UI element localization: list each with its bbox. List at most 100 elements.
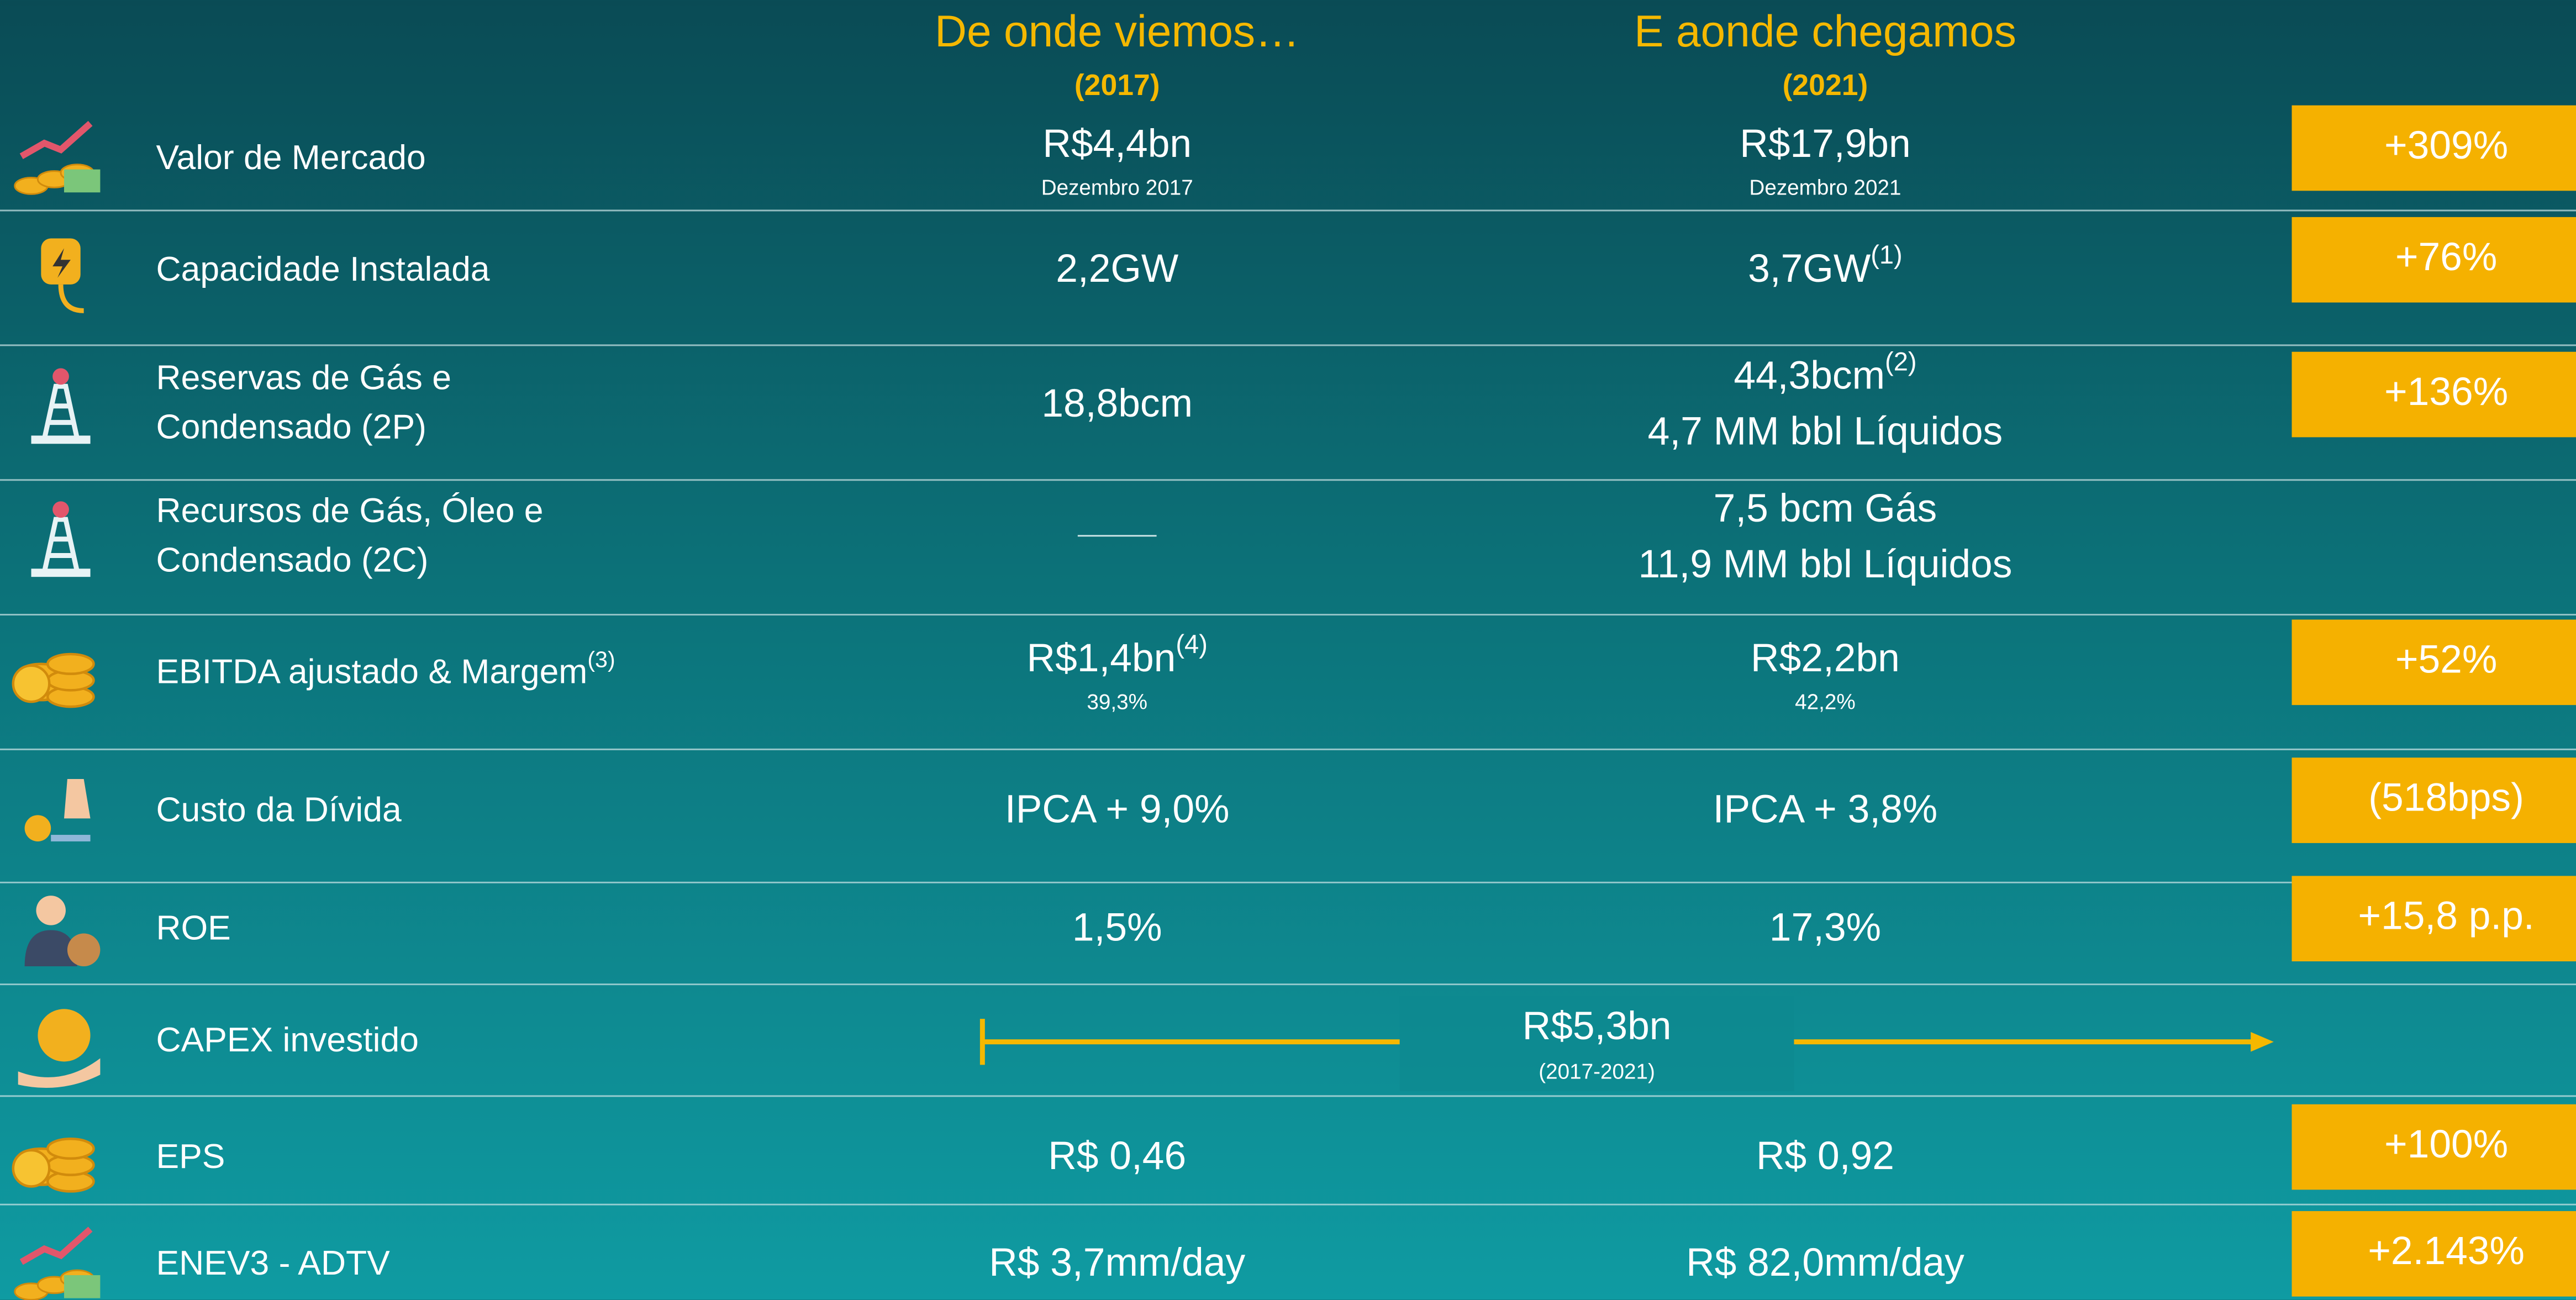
text-part: Reservas de Gás e (156, 358, 451, 397)
text-part: IPCA + 9,0% (1005, 787, 1230, 831)
value-to: 17,3% (1769, 905, 1881, 949)
value-to: R$ 82,0mm/day (1686, 1240, 1964, 1285)
row-label: Custo da Dívida (156, 790, 402, 829)
value-from: R$ 3,7mm/day (989, 1240, 1245, 1285)
body (24, 930, 77, 966)
rig (41, 517, 80, 573)
text-part: Valor de Mercado (156, 138, 426, 176)
from-title: De onde viemos… (935, 7, 1299, 56)
value-sub: Dezembro 2017 (1041, 176, 1193, 200)
rig (41, 383, 80, 440)
text-part: EPS (156, 1136, 225, 1175)
row-label: EBITDA ajustado & Margem(3) (156, 647, 615, 691)
text-part: R$ 0,92 (1756, 1134, 1894, 1178)
text-part: EBITDA ajustado & Margem (156, 652, 588, 691)
text-part: ENEV3 - ADTV (156, 1244, 391, 1282)
text-part: Capacidade Instalada (156, 250, 490, 288)
text-part: Custo da Dívida (156, 790, 402, 829)
change-value: +76% (2395, 235, 2498, 279)
change-box (2291, 351, 2576, 438)
coin (46, 652, 95, 675)
text-part: IPCA + 3,8% (1713, 787, 1938, 831)
trend (19, 120, 93, 160)
value-from: 18,8bcm (1041, 381, 1193, 425)
change-value: +52% (2395, 638, 2498, 682)
span-sub: (2017-2021) (1539, 1060, 1655, 1083)
coin (24, 815, 51, 841)
from-year: (2017) (1074, 69, 1160, 102)
money-bag (38, 1009, 91, 1062)
row-label: CAPEX investido (156, 1020, 419, 1059)
value-line2: 11,9 MM bbl Líquidos (1638, 542, 2012, 586)
trend (19, 1227, 93, 1265)
row-icon (12, 652, 95, 708)
value-to: 7,5 bcm Gás (1714, 486, 1937, 530)
change-box (2291, 105, 2576, 191)
row-icon (41, 238, 84, 313)
value-to: IPCA + 3,8% (1713, 787, 1938, 831)
to-year: (2021) (1783, 69, 1868, 102)
superscript: (2) (1885, 346, 1917, 376)
text-part: 2,2GW (1056, 246, 1179, 291)
change-value: (518bps) (2368, 775, 2524, 819)
change-value: +136% (2384, 370, 2508, 414)
value-from: IPCA + 9,0% (1005, 787, 1230, 831)
flame (52, 368, 69, 385)
coin (46, 1137, 95, 1160)
row-icon (24, 778, 91, 841)
change-value: +15,8 p.p. (2358, 894, 2534, 938)
note (64, 169, 101, 193)
text-part: R$17,9bn (1740, 122, 1910, 166)
head (36, 896, 66, 925)
text-part: R$ 0,46 (1048, 1134, 1186, 1178)
scale (51, 835, 91, 841)
row-label: EPS (156, 1136, 225, 1175)
value-to: R$ 0,92 (1756, 1134, 1894, 1178)
row-icon (31, 501, 91, 577)
text-part: R$ 82,0mm/day (1686, 1240, 1964, 1285)
text-part: Recursos de Gás, Óleo e (156, 491, 544, 530)
text-part: R$1,4bn (1027, 636, 1176, 680)
text-part: 44,3bcm (1734, 353, 1885, 397)
text-part: 1,5% (1072, 905, 1162, 949)
row-icon (14, 1227, 101, 1300)
value-sub: 42,2% (1795, 690, 1856, 714)
change-box (2291, 1211, 2576, 1297)
value-sub: Dezembro 2021 (1749, 176, 1901, 200)
value-to: R$17,9bn (1740, 122, 1910, 166)
superscript: (1) (1871, 240, 1903, 269)
change-value: +100% (2384, 1122, 2508, 1166)
value-to: 44,3bcm(2) (1734, 346, 1916, 397)
superscript: (4) (1176, 629, 1208, 659)
bolt (52, 248, 71, 278)
change-box (2291, 217, 2576, 303)
text-part: 3,7GW (1748, 246, 1871, 291)
text-part: R$4,4bn (1042, 122, 1192, 166)
text-part: R$2,2bn (1751, 636, 1900, 680)
text-part: 17,3% (1769, 905, 1881, 949)
note (64, 1275, 101, 1298)
to-title: E aonde chegamos (1634, 7, 2016, 56)
change-value: +2.143% (2368, 1229, 2525, 1273)
value-from: R$ 0,46 (1048, 1134, 1186, 1178)
value-from: 1,5% (1072, 905, 1162, 949)
text-part: Condensado (2C) (156, 540, 429, 579)
rig-base (31, 569, 91, 577)
row-icon (31, 368, 91, 444)
change-box (2291, 757, 2576, 843)
arrow-head (2251, 1031, 2274, 1052)
row-icon (18, 1009, 101, 1088)
change-box (2291, 1104, 2576, 1190)
row-label: ROE (156, 908, 231, 947)
superscript: (3) (587, 647, 615, 672)
row-icon (14, 120, 101, 195)
row-label: Valor de Mercado (156, 138, 426, 176)
change-value: +309% (2384, 123, 2508, 167)
row-icon (12, 1137, 95, 1193)
value-from: R$4,4bn (1042, 122, 1192, 166)
value-to: R$2,2bn (1751, 636, 1900, 680)
value-from: 2,2GW (1056, 246, 1179, 291)
row-icon (24, 896, 101, 966)
